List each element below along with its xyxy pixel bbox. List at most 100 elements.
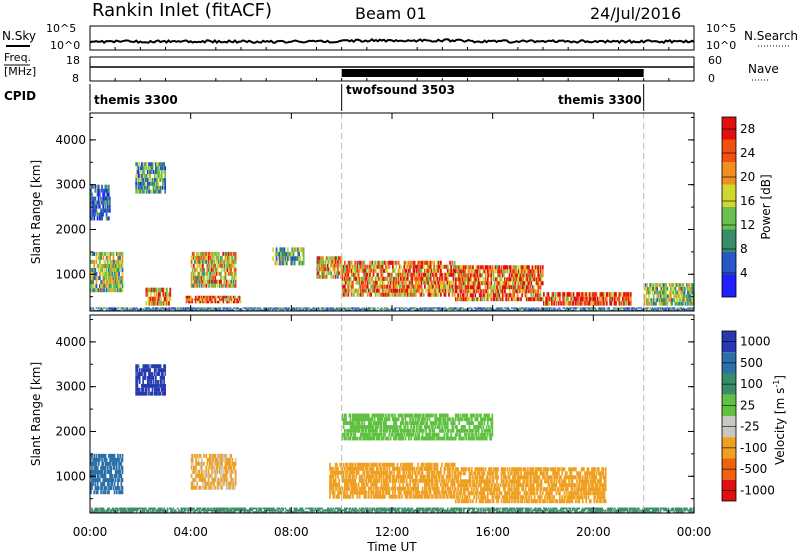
data-cell <box>395 260 398 265</box>
data-cell <box>162 292 165 297</box>
data-cell <box>118 251 120 256</box>
data-cell <box>530 273 533 278</box>
data-cell <box>570 292 573 297</box>
data-cell <box>513 307 516 309</box>
data-cell <box>108 453 110 458</box>
data-cell <box>138 174 141 178</box>
data-cell <box>552 308 554 310</box>
data-cell <box>400 276 402 281</box>
data-cell <box>414 288 417 293</box>
data-cell <box>102 192 105 197</box>
data-cell <box>198 485 201 490</box>
data-cell <box>348 284 351 289</box>
data-cell <box>274 251 277 257</box>
data-cell <box>332 490 335 495</box>
data-cell <box>520 297 522 302</box>
data-cell <box>105 255 108 260</box>
data-cell <box>143 181 146 186</box>
data-cell <box>432 268 434 273</box>
data-cell <box>364 272 367 277</box>
data-cell <box>215 461 218 466</box>
data-cell <box>372 288 375 293</box>
data-cell <box>308 307 311 309</box>
data-cell <box>532 307 535 309</box>
data-cell <box>291 308 294 310</box>
data-cell <box>414 308 417 310</box>
data-cell <box>646 301 648 306</box>
data-cell <box>247 309 250 311</box>
data-cell <box>319 275 322 279</box>
data-cell <box>362 490 365 495</box>
data-cell <box>120 307 123 309</box>
data-cell <box>144 308 147 310</box>
data-cell <box>191 251 194 256</box>
data-cell <box>548 301 551 306</box>
data-cell <box>536 307 538 309</box>
data-cell <box>403 474 406 479</box>
data-cell <box>141 162 143 167</box>
data-cell <box>420 276 423 281</box>
data-cell <box>368 486 370 491</box>
data-cell <box>100 264 102 268</box>
data-cell <box>232 485 235 490</box>
data-cell <box>139 174 142 178</box>
data-cell <box>105 457 108 462</box>
data-cell <box>332 260 335 264</box>
data-cell <box>384 308 386 310</box>
data-cell <box>185 298 188 301</box>
data-cell <box>378 260 381 265</box>
data-cell <box>498 293 501 298</box>
data-cell <box>92 268 95 272</box>
data-cell <box>220 295 222 299</box>
data-cell <box>512 281 514 286</box>
data-cell <box>531 289 534 294</box>
data-cell <box>397 490 400 495</box>
data-cell <box>111 251 114 256</box>
data-cell <box>210 309 212 311</box>
data-cell <box>373 268 376 273</box>
data-cell <box>112 288 115 293</box>
data-cell <box>420 308 423 310</box>
data-cell <box>344 268 346 273</box>
data-cell <box>430 280 433 285</box>
data-cell <box>212 457 214 462</box>
data-cell <box>377 272 379 277</box>
data-cell <box>101 466 104 470</box>
data-cell <box>344 308 346 310</box>
data-cell <box>216 465 219 470</box>
data-cell <box>412 292 415 297</box>
data-cell <box>153 301 156 306</box>
data-cell <box>515 269 518 274</box>
data-cell <box>386 268 389 273</box>
data-cell <box>200 271 203 276</box>
data-cell <box>112 308 115 310</box>
data-cell <box>689 301 692 306</box>
data-cell <box>410 260 413 265</box>
data-cell <box>101 212 103 217</box>
data-cell <box>434 280 437 285</box>
data-cell <box>678 283 680 287</box>
data-cell <box>600 309 602 311</box>
data-cell <box>416 466 418 471</box>
data-cell <box>440 288 442 293</box>
data-cell <box>217 279 220 284</box>
data-cell <box>342 292 345 297</box>
data-cell <box>389 284 392 289</box>
data-cell <box>499 297 502 302</box>
data-cell <box>282 308 284 310</box>
data-cell <box>199 309 202 311</box>
data-cell <box>153 170 156 174</box>
data-cell <box>373 307 376 309</box>
data-cell <box>472 293 474 298</box>
data-cell <box>342 272 345 277</box>
data-cell <box>92 208 94 213</box>
data-cell <box>404 280 407 285</box>
data-cell <box>200 255 203 260</box>
data-cell <box>145 364 148 369</box>
data-cell <box>458 297 461 302</box>
data-cell <box>405 292 408 297</box>
data-cell <box>168 301 170 306</box>
data-cell <box>569 308 572 310</box>
data-cell <box>102 461 105 466</box>
data-cell <box>530 309 533 311</box>
